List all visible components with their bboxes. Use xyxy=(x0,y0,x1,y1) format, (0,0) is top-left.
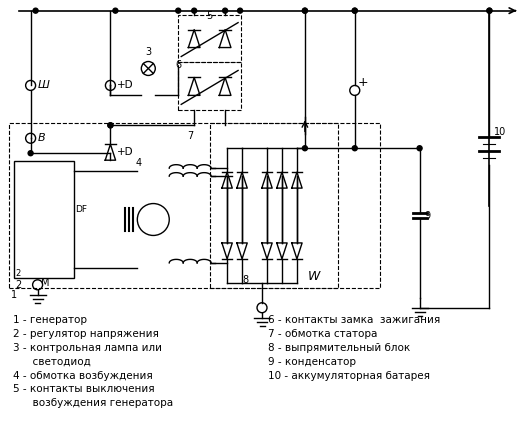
Text: 9: 9 xyxy=(425,210,431,221)
Text: +D: +D xyxy=(117,80,134,91)
Text: 9 - конденсатор: 9 - конденсатор xyxy=(268,357,356,366)
Circle shape xyxy=(138,204,169,236)
Circle shape xyxy=(113,8,118,13)
Text: 5 - контакты выключения: 5 - контакты выключения xyxy=(13,385,155,394)
Text: 6 - контакты замка  зажигания: 6 - контакты замка зажигания xyxy=(268,315,440,325)
Text: 7: 7 xyxy=(187,131,193,141)
Text: +: + xyxy=(358,76,369,89)
Text: светодиод: светодиод xyxy=(13,357,90,366)
Circle shape xyxy=(28,151,33,156)
Text: 3: 3 xyxy=(145,46,151,57)
Circle shape xyxy=(417,146,422,151)
Bar xyxy=(178,15,241,62)
Text: возбуждения генератора: возбуждения генератора xyxy=(13,398,173,408)
Text: 4 - обмотка возбуждения: 4 - обмотка возбуждения xyxy=(13,370,152,381)
Circle shape xyxy=(302,8,307,13)
Text: 7 - обмотка статора: 7 - обмотка статора xyxy=(268,329,378,339)
Text: 1: 1 xyxy=(11,290,17,300)
Text: 2 - регулятор напряжения: 2 - регулятор напряжения xyxy=(13,329,159,339)
Bar xyxy=(178,62,241,110)
Circle shape xyxy=(33,8,38,13)
Text: W: W xyxy=(308,271,320,283)
Circle shape xyxy=(352,8,357,13)
Text: 10 - аккумуляторная батарея: 10 - аккумуляторная батарея xyxy=(268,370,430,381)
Text: 10: 10 xyxy=(494,127,507,137)
Circle shape xyxy=(176,8,181,13)
Circle shape xyxy=(352,146,357,151)
Text: 3 - контрольная лампа или: 3 - контрольная лампа или xyxy=(13,343,161,353)
Circle shape xyxy=(222,8,228,13)
Bar xyxy=(14,161,73,278)
Text: 8: 8 xyxy=(242,275,248,285)
Circle shape xyxy=(352,8,357,13)
Circle shape xyxy=(108,123,113,128)
Circle shape xyxy=(302,8,307,13)
Text: 2: 2 xyxy=(15,269,21,278)
Circle shape xyxy=(237,8,243,13)
Text: DF: DF xyxy=(75,206,88,214)
Text: B: B xyxy=(38,133,45,143)
Text: 5: 5 xyxy=(207,11,213,21)
Circle shape xyxy=(192,8,196,13)
Bar xyxy=(210,123,380,288)
Text: M: M xyxy=(40,278,49,288)
Text: Ш: Ш xyxy=(38,80,49,91)
Circle shape xyxy=(302,146,307,151)
Text: +D: +D xyxy=(117,147,134,157)
Text: 4: 4 xyxy=(135,158,141,168)
Circle shape xyxy=(108,123,113,128)
Circle shape xyxy=(487,8,492,13)
Text: 2: 2 xyxy=(15,280,22,290)
Text: 1 - генератор: 1 - генератор xyxy=(13,315,87,325)
Circle shape xyxy=(487,8,492,13)
Text: 6: 6 xyxy=(175,60,182,69)
Bar xyxy=(8,123,338,288)
Text: 8 - выпрямительный блок: 8 - выпрямительный блок xyxy=(268,343,410,353)
